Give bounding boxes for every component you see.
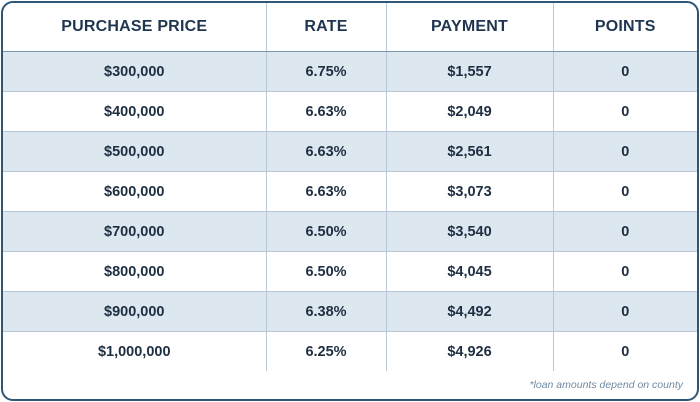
header-points: POINTS <box>552 3 697 52</box>
table-row: $900,000 6.38% $4,492 0 <box>3 291 697 332</box>
points-cell: 0 <box>552 171 697 212</box>
rate-cell: 6.38% <box>265 291 386 332</box>
header-rate: RATE <box>265 3 386 52</box>
payment-cell: $1,557 <box>385 51 553 92</box>
table-row: $800,000 6.50% $4,045 0 <box>3 251 697 292</box>
table-row: $700,000 6.50% $3,540 0 <box>3 211 697 252</box>
rate-table: PURCHASE PRICE RATE PAYMENT POINTS $300,… <box>3 3 697 371</box>
table-row: $300,000 6.75% $1,557 0 <box>3 51 697 92</box>
payment-cell: $3,540 <box>385 211 553 252</box>
rate-cell: 6.50% <box>265 251 386 292</box>
points-cell: 0 <box>552 211 697 252</box>
table-row: $400,000 6.63% $2,049 0 <box>3 91 697 132</box>
rate-cell: 6.63% <box>265 131 386 172</box>
purchase-price-cell: $700,000 <box>3 211 266 252</box>
purchase-price-cell: $600,000 <box>3 171 266 212</box>
points-cell: 0 <box>552 331 697 371</box>
purchase-price-cell: $500,000 <box>3 131 266 172</box>
payment-cell: $2,049 <box>385 91 553 132</box>
header-row: PURCHASE PRICE RATE PAYMENT POINTS <box>3 3 697 52</box>
rate-cell: 6.63% <box>265 171 386 212</box>
rate-cell: 6.50% <box>265 211 386 252</box>
purchase-price-cell: $800,000 <box>3 251 266 292</box>
payment-cell: $2,561 <box>385 131 553 172</box>
table-body: $300,000 6.75% $1,557 0 $400,000 6.63% $2,049 0… <box>3 51 697 371</box>
footnote: *loan amounts depend on county <box>529 379 683 391</box>
rate-cell: 6.25% <box>265 331 386 371</box>
purchase-price-cell: $1,000,000 <box>3 331 266 371</box>
payment-cell: $4,045 <box>385 251 553 292</box>
header-payment: PAYMENT <box>385 3 553 52</box>
payment-cell: $4,926 <box>385 331 553 371</box>
points-cell: 0 <box>552 131 697 172</box>
points-cell: 0 <box>552 251 697 292</box>
payment-cell: $4,492 <box>385 291 553 332</box>
points-cell: 0 <box>552 291 697 332</box>
table-row: $500,000 6.63% $2,561 0 <box>3 131 697 172</box>
rate-cell: 6.63% <box>265 91 386 132</box>
points-cell: 0 <box>552 91 697 132</box>
points-cell: 0 <box>552 51 697 92</box>
purchase-price-cell: $900,000 <box>3 291 266 332</box>
table-row: $1,000,000 6.25% $4,926 0 <box>3 331 697 371</box>
header-purchase-price: PURCHASE PRICE <box>3 3 266 52</box>
purchase-price-cell: $400,000 <box>3 91 266 132</box>
rate-cell: 6.75% <box>265 51 386 92</box>
table-row: $600,000 6.63% $3,073 0 <box>3 171 697 212</box>
payment-cell: $3,073 <box>385 171 553 212</box>
purchase-price-cell: $300,000 <box>3 51 266 92</box>
